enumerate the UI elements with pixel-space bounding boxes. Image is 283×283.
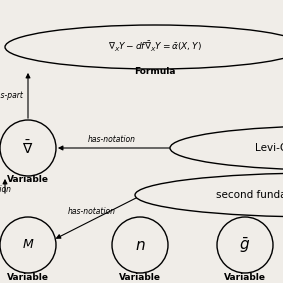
Ellipse shape	[0, 120, 56, 176]
Text: $\nabla_X Y - df\bar{\nabla}_X Y = \bar{\alpha}(X,Y)$: $\nabla_X Y - df\bar{\nabla}_X Y = \bar{…	[108, 40, 202, 54]
Text: Variable: Variable	[7, 273, 49, 282]
Ellipse shape	[5, 25, 283, 69]
Ellipse shape	[170, 126, 283, 170]
Text: Variable: Variable	[224, 273, 266, 282]
Text: Levi-Civita connection of the: Levi-Civita connection of the	[255, 143, 283, 153]
Ellipse shape	[112, 217, 168, 273]
Text: has-part: has-part	[0, 91, 24, 100]
Text: Variable: Variable	[119, 273, 161, 282]
Ellipse shape	[0, 217, 56, 273]
Ellipse shape	[217, 217, 273, 273]
Text: $\bar{\nabla}$: $\bar{\nabla}$	[22, 139, 34, 157]
Text: Variable: Variable	[7, 175, 49, 185]
Text: Formula: Formula	[134, 68, 176, 76]
Text: $\bar{g}$: $\bar{g}$	[239, 235, 250, 255]
Text: second fundamental form of the n-surfa: second fundamental form of the n-surfa	[216, 190, 283, 200]
Text: has-notation: has-notation	[68, 207, 116, 216]
Text: has-notation: has-notation	[0, 185, 12, 194]
Text: has-notation: has-notation	[88, 136, 136, 145]
Text: $\mathit{M}$: $\mathit{M}$	[22, 239, 34, 252]
Ellipse shape	[135, 173, 283, 217]
Text: $n$: $n$	[135, 237, 145, 252]
